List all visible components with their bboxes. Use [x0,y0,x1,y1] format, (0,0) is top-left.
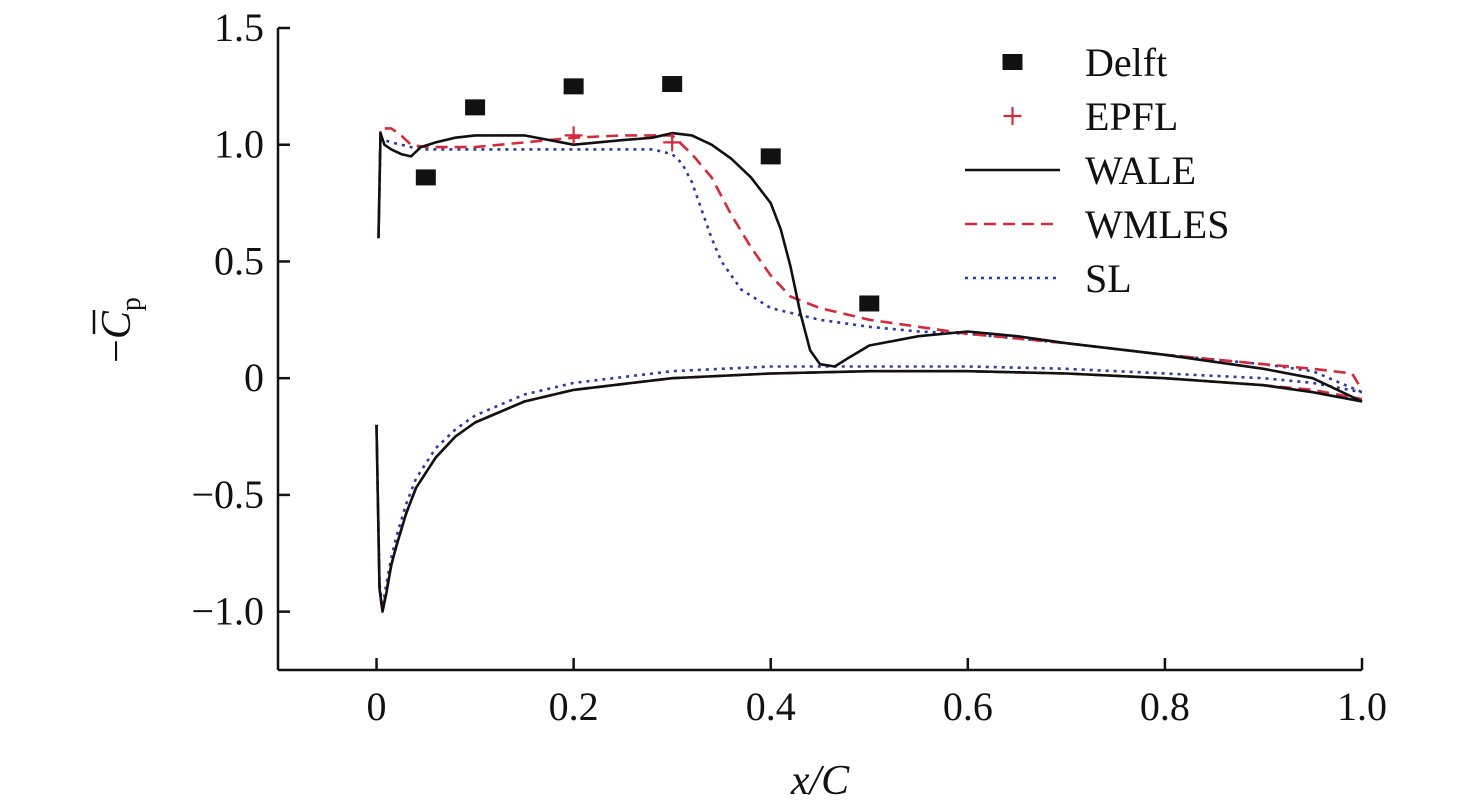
legend-label-epfl: EPFL [1085,94,1178,139]
legend-label-delft: Delft [1085,40,1167,85]
legend-item-wmles: WMLES [965,202,1229,247]
marker-delft [465,99,486,116]
marker-epfl [564,126,583,145]
series-sl-pressure-line [375,365,1363,609]
x-tick-label: 0.8 [1140,684,1190,729]
legend-swatch-delft [1002,54,1023,70]
marker-delft [563,78,584,95]
legend-item-epfl: EPFL [1003,94,1178,139]
x-tick-label: 1.0 [1337,684,1387,729]
series-wmles-pressure-line [375,369,1363,613]
legend: Delft EPFL WALE WMLES SL [965,40,1229,301]
series-wale-suction-line [377,131,1363,403]
series-wmles-suction-line [377,127,1364,391]
y-tick-label: −0.5 [191,472,264,517]
x-axis-title: x/C [790,758,850,804]
y-tick-label: −1.0 [191,589,264,634]
y-axis-title-prefix: − [94,339,140,363]
legend-item-wale: WALE [965,148,1196,193]
y-tick-label: 0 [244,355,264,400]
y-axis-title: −Cp [92,297,147,363]
y-axis-title-main: C [94,310,140,339]
x-tick-label: 0.2 [549,684,599,729]
marker-delft [760,148,781,165]
series-layer [375,76,1364,613]
legend-item-delft: Delft [1002,40,1167,85]
x-axis-ticks: 0 0.2 0.4 0.6 0.8 1.0 [367,658,1387,729]
y-tick-label: 1.5 [214,5,264,50]
y-axis-ticks: 1.5 1.0 0.5 0 −0.5 −1.0 [191,5,290,634]
marker-delft [662,76,683,93]
x-tick-label: 0.4 [746,684,796,729]
marker-delft [859,295,880,312]
legend-label-wale: WALE [1085,148,1196,193]
legend-label-sl: SL [1085,256,1132,301]
y-tick-label: 1.0 [214,122,264,167]
plot-area [276,28,1362,672]
legend-swatch-epfl [1003,107,1022,125]
series-wale-pressure-line [375,369,1363,613]
legend-item-sl: SL [965,256,1132,301]
legend-label-wmles: WMLES [1085,202,1229,247]
marker-epfl [663,133,682,152]
svg-text:−Cp: −Cp [94,297,147,363]
x-tick-label: 0 [367,684,387,729]
x-tick-label: 0.6 [943,684,993,729]
y-tick-label: 0.5 [214,238,264,283]
y-axis-title-sub: p [116,297,147,311]
marker-delft [415,169,436,186]
series-sl-suction-line [377,138,1363,394]
